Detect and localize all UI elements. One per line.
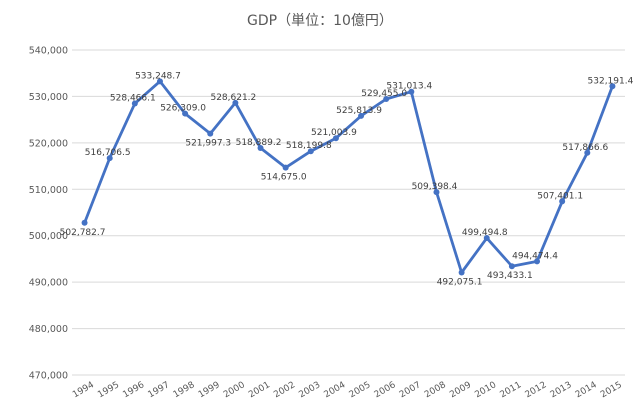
y-tick-label: 520,000 bbox=[29, 138, 68, 149]
data-label: 507,401.1 bbox=[537, 191, 583, 201]
data-point bbox=[232, 99, 239, 106]
data-point bbox=[257, 145, 264, 152]
chart-title: GDP（単位：10億円） bbox=[247, 13, 393, 29]
data-label: 532,191.4 bbox=[588, 76, 634, 86]
data-point bbox=[534, 258, 541, 265]
data-point bbox=[282, 164, 289, 171]
data-point bbox=[358, 112, 365, 119]
x-tick-label: 2011 bbox=[498, 380, 523, 400]
data-point bbox=[156, 78, 163, 85]
x-tick-label: 2012 bbox=[524, 380, 549, 400]
data-label: 533,248.7 bbox=[135, 71, 181, 81]
data-point bbox=[584, 149, 591, 156]
x-tick-label: 2005 bbox=[348, 380, 373, 400]
x-tick-label: 2004 bbox=[323, 380, 348, 400]
x-tick-label: 2000 bbox=[222, 380, 247, 400]
y-tick-label: 480,000 bbox=[29, 324, 68, 335]
y-tick-label: 530,000 bbox=[29, 92, 68, 103]
data-label: 517,866.6 bbox=[562, 143, 608, 153]
x-tick-label: 2009 bbox=[448, 380, 473, 400]
data-label: 514,675.0 bbox=[261, 173, 307, 183]
data-point bbox=[106, 155, 113, 162]
data-point bbox=[81, 219, 88, 226]
x-tick-label: 1999 bbox=[197, 380, 222, 400]
data-label: 528,621.2 bbox=[210, 93, 256, 103]
data-label: 502,782.7 bbox=[60, 228, 106, 238]
x-tick-label: 1995 bbox=[96, 380, 121, 400]
data-point bbox=[383, 95, 390, 102]
data-label: 516,706.5 bbox=[85, 148, 131, 158]
data-point bbox=[182, 110, 189, 117]
data-label: 528,466.1 bbox=[110, 94, 156, 104]
y-tick-label: 510,000 bbox=[29, 185, 68, 196]
x-tick-label: 1997 bbox=[147, 380, 172, 400]
y-axis-ticks: 470,000 480,000 490,000 500,000 510,000 520,0… bbox=[29, 46, 68, 382]
data-labels: 502,782.7 516,706.5 528,466.1 533,248.7 526,… bbox=[60, 71, 634, 287]
data-label: 531,013.4 bbox=[386, 82, 432, 92]
data-label: 493,433.1 bbox=[487, 271, 533, 281]
data-label: 492,075.1 bbox=[437, 278, 483, 288]
x-tick-label: 2014 bbox=[574, 380, 599, 400]
x-tick-label: 2002 bbox=[272, 380, 297, 400]
data-label: 499,494.8 bbox=[462, 228, 508, 238]
x-tick-label: 1996 bbox=[121, 380, 146, 400]
data-label: 525,813.9 bbox=[336, 106, 382, 116]
x-tick-label: 2003 bbox=[297, 380, 322, 400]
x-tick-label: 2015 bbox=[599, 380, 624, 400]
y-tick-label: 540,000 bbox=[29, 46, 68, 57]
data-point bbox=[307, 148, 314, 155]
data-point bbox=[332, 135, 339, 142]
data-point bbox=[207, 130, 214, 137]
series-gdp bbox=[81, 78, 616, 276]
x-tick-label: 2008 bbox=[423, 380, 448, 400]
data-point bbox=[609, 83, 616, 90]
data-label: 494,474.4 bbox=[512, 251, 558, 261]
data-label: 518,199.8 bbox=[286, 141, 332, 151]
data-point bbox=[433, 189, 440, 196]
series-line bbox=[83, 79, 614, 274]
x-axis-ticks: 1994 1995 1996 1997 1998 1999 2000 2001 2002 2003… bbox=[71, 380, 624, 400]
data-point bbox=[131, 100, 138, 107]
x-tick-label: 1994 bbox=[71, 380, 96, 400]
data-point bbox=[458, 269, 465, 276]
data-label: 521,003.9 bbox=[311, 128, 357, 138]
data-label: 518,889.2 bbox=[236, 138, 282, 148]
data-label: 521,997.3 bbox=[185, 139, 231, 149]
data-point bbox=[559, 198, 566, 205]
x-tick-label: 2013 bbox=[549, 380, 574, 400]
data-point bbox=[408, 88, 415, 95]
gridlines bbox=[72, 49, 625, 376]
data-label: 509,398.4 bbox=[412, 182, 458, 192]
data-point bbox=[483, 235, 490, 242]
x-tick-label: 2007 bbox=[398, 380, 423, 400]
x-tick-label: 1998 bbox=[172, 380, 197, 400]
x-tick-label: 2006 bbox=[373, 380, 398, 400]
y-tick-label: 500,000 bbox=[29, 231, 68, 242]
x-tick-label: 2010 bbox=[473, 380, 498, 400]
data-point bbox=[508, 263, 515, 270]
y-tick-label: 470,000 bbox=[29, 371, 68, 382]
y-tick-label: 490,000 bbox=[29, 278, 68, 289]
data-label: 526,309.0 bbox=[160, 104, 206, 114]
x-tick-label: 2001 bbox=[247, 380, 272, 400]
data-label: 529,455.0 bbox=[361, 89, 407, 99]
